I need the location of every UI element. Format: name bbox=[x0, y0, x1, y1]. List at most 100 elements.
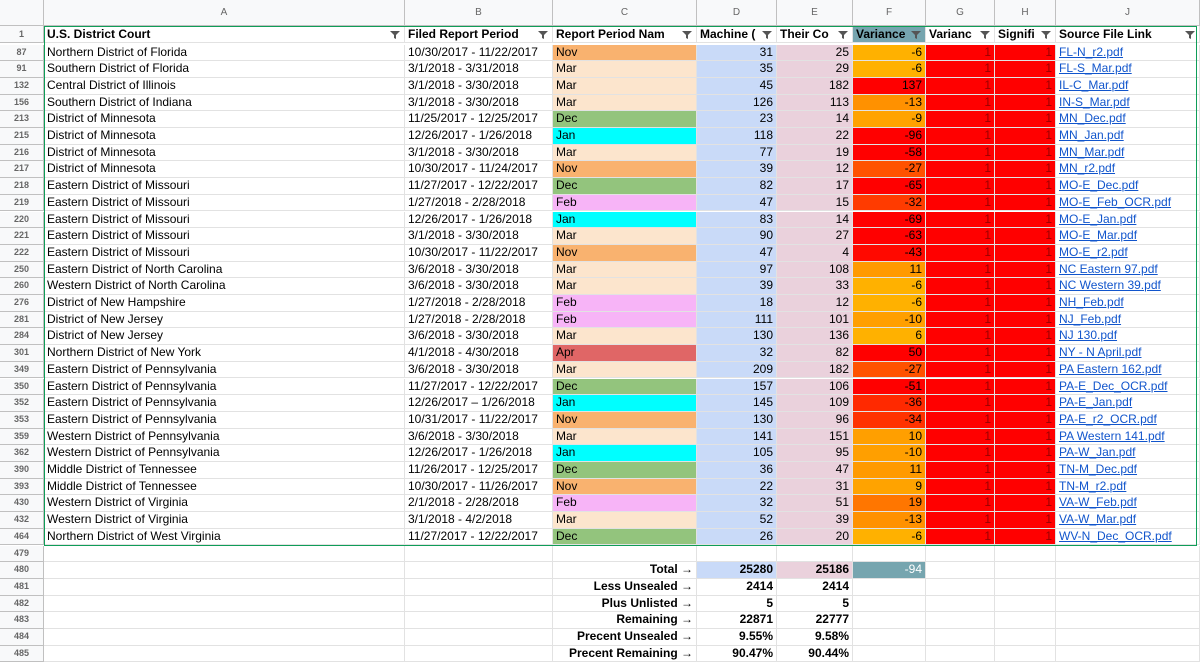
significance-cell: 1 bbox=[995, 144, 1056, 162]
source-link[interactable]: WV-N_Dec_OCR.pdf bbox=[1056, 528, 1200, 546]
month-cell: Dec bbox=[553, 178, 697, 195]
source-link[interactable]: MN_Dec.pdf bbox=[1056, 111, 1200, 128]
source-link[interactable]: TN-M_r2.pdf bbox=[1056, 478, 1200, 496]
flag-cell: 1 bbox=[926, 445, 995, 462]
source-link[interactable]: PA-E_Jan.pdf bbox=[1056, 395, 1200, 412]
significance-cell: 1 bbox=[995, 61, 1056, 78]
filter-icon[interactable] bbox=[538, 30, 548, 40]
significance-cell: 1 bbox=[995, 462, 1056, 479]
month-cell: Mar bbox=[553, 278, 697, 295]
significance-cell: 1 bbox=[995, 428, 1056, 446]
month-cell: Mar bbox=[553, 144, 697, 162]
source-link[interactable]: NJ 130.pdf bbox=[1056, 328, 1200, 346]
variance-cell: -69 bbox=[853, 211, 926, 229]
row-number: 353 bbox=[0, 411, 44, 429]
source-link[interactable]: PA-W_Jan.pdf bbox=[1056, 445, 1200, 462]
significance-cell: 1 bbox=[995, 261, 1056, 279]
flag-cell: 1 bbox=[926, 244, 995, 262]
significance-cell: 1 bbox=[995, 161, 1056, 179]
source-link[interactable]: PA Western 141.pdf bbox=[1056, 428, 1200, 446]
flag-cell: 1 bbox=[926, 345, 995, 362]
month-cell: Nov bbox=[553, 478, 697, 496]
source-link[interactable]: VA-W_Mar.pdf bbox=[1056, 512, 1200, 529]
filter-icon[interactable] bbox=[911, 30, 921, 40]
court-cell: Western District of Virginia bbox=[44, 512, 405, 529]
their-count-cell: 51 bbox=[777, 495, 853, 513]
period-cell: 3/6/2018 - 3/30/2018 bbox=[405, 278, 553, 295]
source-link[interactable]: NJ_Feb.pdf bbox=[1056, 311, 1200, 329]
filter-icon[interactable] bbox=[1185, 30, 1195, 40]
row-number: 217 bbox=[0, 161, 44, 179]
row-number: 220 bbox=[0, 211, 44, 229]
column-letter: G bbox=[926, 0, 995, 26]
source-link[interactable]: PA-E_r2_OCR.pdf bbox=[1056, 411, 1200, 429]
month-cell: Feb bbox=[553, 311, 697, 329]
source-link[interactable]: MO-E_r2.pdf bbox=[1056, 244, 1200, 262]
filter-icon[interactable] bbox=[762, 30, 772, 40]
their-count-cell: 14 bbox=[777, 211, 853, 229]
significance-cell: 1 bbox=[995, 228, 1056, 245]
source-link[interactable]: FL-N_r2.pdf bbox=[1056, 44, 1200, 62]
source-link[interactable]: NC Eastern 97.pdf bbox=[1056, 261, 1200, 279]
flag-cell: 1 bbox=[926, 512, 995, 529]
significance-cell: 1 bbox=[995, 44, 1056, 62]
source-link[interactable]: NY - N April.pdf bbox=[1056, 345, 1200, 362]
source-link[interactable]: IN-S_Mar.pdf bbox=[1056, 94, 1200, 112]
source-link[interactable]: PA-E_Dec_OCR.pdf bbox=[1056, 378, 1200, 396]
significance-cell: 1 bbox=[995, 528, 1056, 546]
court-cell: Western District of Pennsylvania bbox=[44, 428, 405, 446]
filter-icon[interactable] bbox=[682, 30, 692, 40]
summary-their: 9.58% bbox=[777, 629, 853, 646]
summary-label: Precent Unsealed → bbox=[553, 629, 697, 646]
variance-cell: -10 bbox=[853, 311, 926, 329]
flag-cell: 1 bbox=[926, 328, 995, 346]
filter-icon[interactable] bbox=[980, 30, 990, 40]
period-cell: 10/30/2017 - 11/24/2017 bbox=[405, 161, 553, 179]
court-cell: Eastern District of Pennsylvania bbox=[44, 361, 405, 379]
filter-icon[interactable] bbox=[1041, 30, 1051, 40]
month-cell: Nov bbox=[553, 244, 697, 262]
source-link[interactable]: MN_Mar.pdf bbox=[1056, 144, 1200, 162]
empty-cell bbox=[44, 645, 405, 663]
machine-count-cell: 97 bbox=[697, 261, 777, 279]
their-count-cell: 33 bbox=[777, 278, 853, 295]
flag-cell: 1 bbox=[926, 161, 995, 179]
source-link[interactable]: MN_Jan.pdf bbox=[1056, 128, 1200, 145]
period-cell: 3/1/2018 - 3/31/2018 bbox=[405, 61, 553, 78]
column-letter: F bbox=[853, 0, 926, 26]
significance-cell: 1 bbox=[995, 411, 1056, 429]
variance-cell: -36 bbox=[853, 395, 926, 412]
filter-icon[interactable] bbox=[390, 30, 400, 40]
variance-cell: -34 bbox=[853, 411, 926, 429]
empty-cell bbox=[995, 645, 1056, 663]
filter-icon[interactable] bbox=[838, 30, 848, 40]
column-letter: J bbox=[1056, 0, 1200, 26]
court-cell: Middle District of Tennessee bbox=[44, 478, 405, 496]
source-link[interactable]: IL-C_Mar.pdf bbox=[1056, 77, 1200, 95]
column-letter: A bbox=[44, 0, 405, 26]
source-link[interactable]: NH_Feb.pdf bbox=[1056, 295, 1200, 312]
their-count-cell: 136 bbox=[777, 328, 853, 346]
their-count-cell: 17 bbox=[777, 178, 853, 195]
variance-cell: 11 bbox=[853, 261, 926, 279]
source-link[interactable]: MO-E_Dec.pdf bbox=[1056, 178, 1200, 195]
empty-cell bbox=[697, 545, 777, 563]
significance-cell: 1 bbox=[995, 194, 1056, 212]
variance-cell: 137 bbox=[853, 77, 926, 95]
source-link[interactable]: MO-E_Feb_OCR.pdf bbox=[1056, 194, 1200, 212]
source-link[interactable]: VA-W_Feb.pdf bbox=[1056, 495, 1200, 513]
source-link[interactable]: MN_r2.pdf bbox=[1056, 161, 1200, 179]
source-link[interactable]: PA Eastern 162.pdf bbox=[1056, 361, 1200, 379]
source-link[interactable]: TN-M_Dec.pdf bbox=[1056, 462, 1200, 479]
significance-cell: 1 bbox=[995, 345, 1056, 362]
empty-cell bbox=[926, 578, 995, 596]
source-link[interactable]: MO-E_Jan.pdf bbox=[1056, 211, 1200, 229]
row-number: 222 bbox=[0, 244, 44, 262]
source-link[interactable]: NC Western 39.pdf bbox=[1056, 278, 1200, 295]
period-cell: 11/25/2017 - 12/25/2017 bbox=[405, 111, 553, 128]
row-number: 260 bbox=[0, 278, 44, 295]
source-link[interactable]: FL-S_Mar.pdf bbox=[1056, 61, 1200, 78]
row-number: 276 bbox=[0, 295, 44, 312]
source-link[interactable]: MO-E_Mar.pdf bbox=[1056, 228, 1200, 245]
